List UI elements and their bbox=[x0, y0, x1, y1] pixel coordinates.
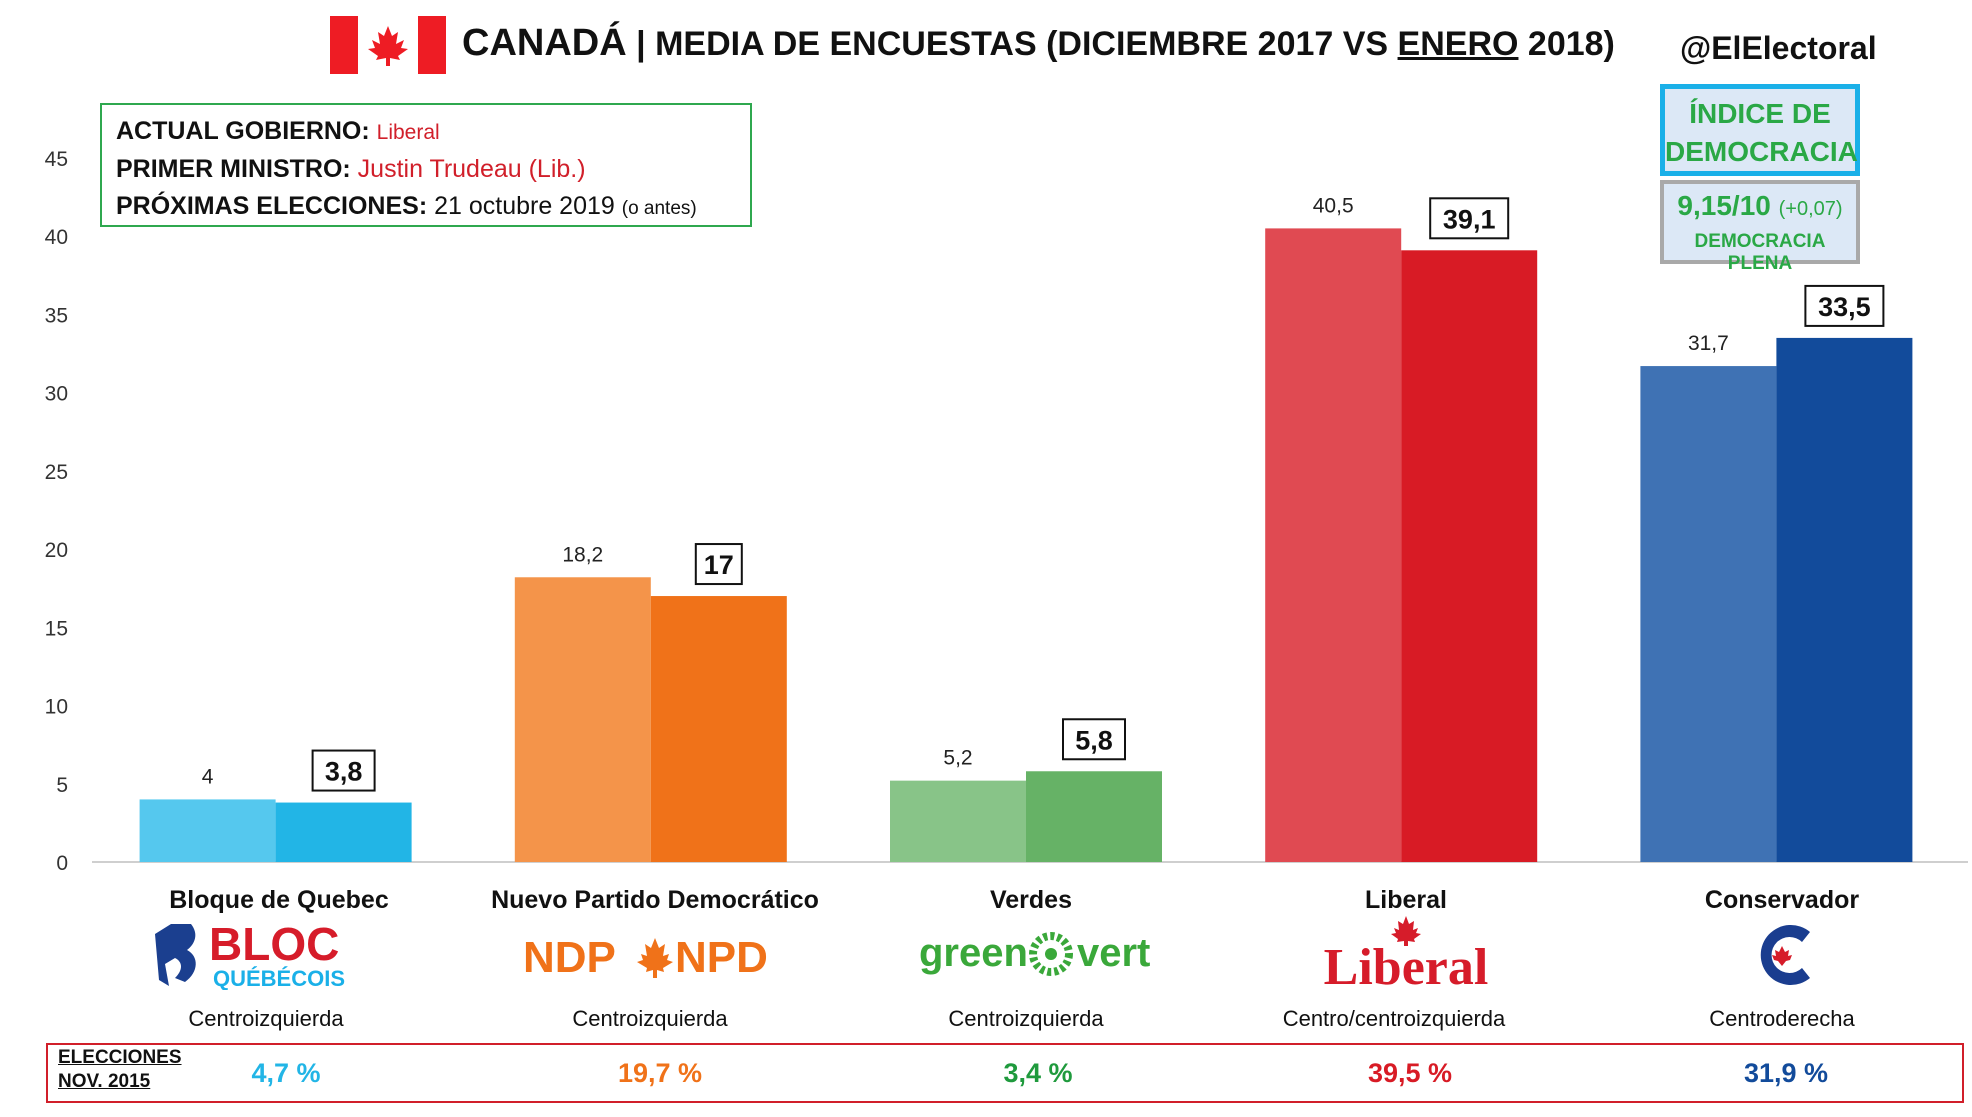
canada-flag bbox=[330, 16, 446, 74]
bar-jan-2018-2 bbox=[1026, 771, 1162, 862]
data-label-jan-2018: 17 bbox=[704, 550, 734, 580]
svg-text:Liberal: Liberal bbox=[1324, 939, 1489, 992]
bar-dec-2017-0 bbox=[139, 799, 276, 862]
data-label-jan-2018: 33,5 bbox=[1818, 292, 1871, 322]
y-tick-label: 45 bbox=[45, 148, 68, 171]
y-tick-label: 25 bbox=[45, 461, 68, 484]
twitter-handle: @ElElectoral bbox=[1680, 30, 1877, 66]
svg-text:QUÉBÉCOIS: QUÉBÉCOIS bbox=[213, 966, 345, 990]
liberal-logo: Liberal bbox=[1236, 912, 1576, 997]
party-name-conservative: Conservador bbox=[1704, 886, 1860, 914]
party-name-bloc: Bloque de Quebec bbox=[169, 886, 389, 914]
y-tick-label: 10 bbox=[45, 696, 68, 719]
y-tick-label: 35 bbox=[45, 304, 68, 327]
ndp-logo: NDP NPD bbox=[485, 920, 825, 995]
democracy-index-score: 9,15/10 (+0,07) DEMOCRACIA PLENA bbox=[1660, 180, 1860, 274]
result-2015-conservative: 31,9 % bbox=[1743, 1058, 1829, 1088]
democracy-index-title: ÍNDICE DE DEMOCRACIA bbox=[1660, 84, 1860, 176]
data-label-dec-2017: 40,5 bbox=[1313, 194, 1354, 217]
data-label-box bbox=[311, 749, 376, 792]
result-2015-liberal: 39,5 % bbox=[1367, 1058, 1453, 1088]
bar-dec-2017-4 bbox=[1640, 366, 1777, 862]
data-label-box bbox=[1804, 284, 1885, 327]
data-label-jan-2018: 5,8 bbox=[1075, 725, 1113, 755]
result-2015-green: 3,4 % bbox=[1003, 1058, 1073, 1088]
data-label-box bbox=[1429, 197, 1510, 240]
data-label-dec-2017: 4 bbox=[202, 765, 214, 788]
party-name-green: Verdes bbox=[989, 886, 1072, 914]
data-label-dec-2017: 31,7 bbox=[1688, 332, 1729, 355]
data-label-dec-2017: 18,2 bbox=[562, 543, 603, 566]
svg-text:NDP: NDP bbox=[523, 933, 616, 982]
y-tick-label: 0 bbox=[56, 852, 68, 875]
bar-dec-2017-2 bbox=[890, 780, 1026, 862]
data-label-jan-2018: 39,1 bbox=[1443, 204, 1496, 234]
green-logo: green vert bbox=[861, 920, 1201, 995]
y-tick-label: 30 bbox=[45, 383, 68, 406]
ideology-green: Centroizquierda bbox=[948, 1006, 1104, 1031]
bar-jan-2018-3 bbox=[1401, 250, 1538, 862]
ideology-liberal: Centro/centroizquierda bbox=[1282, 1006, 1506, 1031]
svg-text:green: green bbox=[919, 931, 1028, 975]
bar-dec-2017-1 bbox=[514, 577, 651, 862]
elections-2015-box bbox=[46, 1043, 1964, 1103]
result-2015-bloc: 4,7 % bbox=[251, 1058, 321, 1088]
ideology-ndp: Centroizquierda bbox=[572, 1006, 728, 1031]
data-label-jan-2018: 3,8 bbox=[325, 757, 363, 787]
bar-dec-2017-3 bbox=[1265, 228, 1402, 862]
data-label-dec-2017: 5,2 bbox=[943, 747, 972, 770]
bar-jan-2018-1 bbox=[650, 596, 787, 862]
result-2015-ndp: 19,7 % bbox=[617, 1058, 703, 1088]
bar-jan-2018-0 bbox=[275, 802, 412, 862]
y-tick-label: 5 bbox=[56, 774, 68, 797]
data-label-box bbox=[1062, 718, 1126, 761]
elections-2015-label: ELECCIONES NOV. 2015 bbox=[58, 1047, 182, 1092]
svg-text:BLOC: BLOC bbox=[209, 920, 339, 970]
party-name-liberal: Liberal bbox=[1365, 886, 1447, 914]
conservative-logo bbox=[1612, 920, 1952, 995]
data-label-box bbox=[694, 543, 743, 586]
y-tick-label: 20 bbox=[45, 539, 68, 562]
party-name-ndp: Nuevo Partido Democrático bbox=[491, 886, 819, 914]
y-tick-label: 15 bbox=[45, 617, 68, 640]
bloc-logo: BLOC QUÉBÉCOIS bbox=[109, 918, 449, 995]
government-info-box: ACTUAL GOBIERNO: Liberal PRIMER MINISTRO… bbox=[100, 103, 752, 227]
chart-title: CANADÁ | MEDIA DE ENCUESTAS (DICIEMBRE 2… bbox=[462, 22, 1615, 64]
svg-text:NPD: NPD bbox=[675, 933, 768, 982]
ideology-conservative: Centroderecha bbox=[1709, 1006, 1855, 1031]
svg-text:vert: vert bbox=[1077, 931, 1150, 975]
ideology-bloc: Centroizquierda bbox=[188, 1006, 344, 1031]
bar-jan-2018-4 bbox=[1776, 337, 1913, 862]
y-tick-label: 40 bbox=[45, 226, 68, 249]
